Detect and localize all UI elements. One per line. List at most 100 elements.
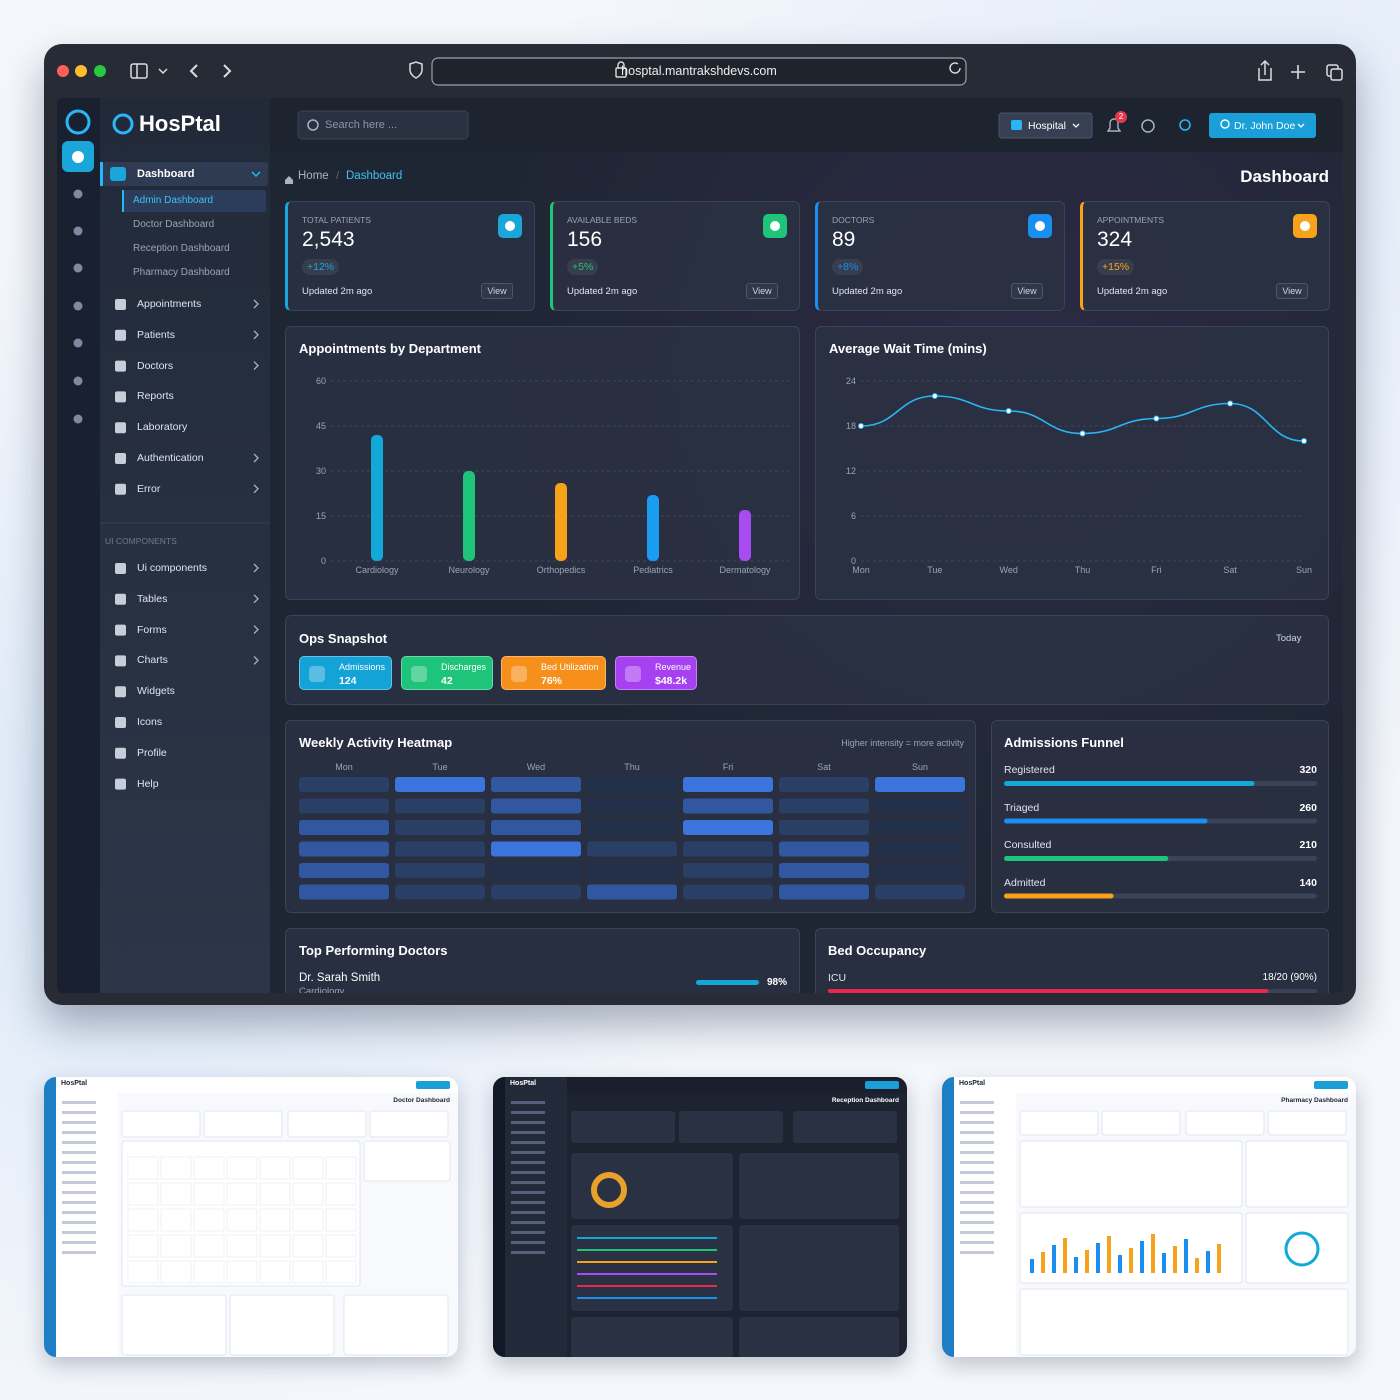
y-tick-label: 6	[851, 511, 856, 521]
preview-title: Reception Dashboard	[831, 1097, 899, 1104]
heat-cell	[491, 841, 581, 857]
preview-menu	[511, 1211, 545, 1214]
chevron	[253, 299, 259, 309]
preview-menu	[960, 1181, 994, 1184]
menu-item-active[interactable]: Dashboard	[137, 168, 195, 180]
ops-label: Revenue	[655, 662, 692, 672]
menu-icon	[115, 717, 126, 728]
home-icon	[285, 176, 293, 184]
breadcrumb-home[interactable]: Home	[298, 170, 329, 182]
preview-day	[160, 1260, 192, 1284]
ops-item[interactable]: Revenue $48.2k	[615, 656, 697, 690]
menu-item[interactable]: Forms	[137, 623, 167, 636]
submenu-item[interactable]: Reception Dashboard	[133, 243, 230, 254]
active-item-bar	[100, 162, 103, 186]
preview[interactable]: HosPtal Reception Dashboard	[493, 1077, 907, 1357]
menu-icon	[115, 686, 126, 698]
menu-item[interactable]: Charts	[137, 654, 168, 667]
submenu-item[interactable]: Admin Dashboard	[133, 195, 214, 206]
preview-menu	[62, 1161, 96, 1164]
preview-day	[292, 1208, 324, 1232]
menu-item[interactable]: Icons	[137, 716, 163, 728]
menu-item[interactable]: Laboratory	[137, 421, 188, 434]
ops-item[interactable]: Bed Utilization 76%	[501, 656, 606, 690]
menu-item[interactable]: Help	[137, 777, 159, 790]
preview-day	[127, 1208, 159, 1232]
preview-menu	[511, 1201, 545, 1204]
preview-menu	[511, 1141, 545, 1144]
stat-action[interactable]: View	[481, 283, 513, 299]
stat-action[interactable]: View	[746, 283, 778, 299]
heat-cell	[491, 798, 581, 814]
preview-card	[1185, 1110, 1265, 1136]
menu-item[interactable]: Patients	[137, 328, 175, 341]
menu-item[interactable]: Doctors	[137, 359, 174, 372]
rail-icon	[72, 151, 84, 163]
stat-card: DOCTORS 89 +8% Updated 2m ago View	[815, 201, 1065, 311]
heat-cell	[779, 841, 869, 857]
preview-card	[287, 1110, 367, 1138]
preview-menu	[960, 1211, 994, 1214]
page-title: Dashboard	[1240, 167, 1329, 186]
stage-name: Consulted	[1004, 839, 1052, 851]
menu-item[interactable]: Appointments	[137, 298, 202, 310]
preview[interactable]: HosPtal Doctor Dashboard	[44, 1077, 458, 1357]
notification-count[interactable]: 2	[1118, 112, 1124, 121]
heat-cell	[779, 884, 869, 900]
ops-icon	[309, 666, 325, 682]
heat-cell	[491, 777, 581, 792]
preview-sidebar	[505, 1077, 567, 1357]
heat-cell	[395, 841, 485, 857]
preview-bar	[1052, 1245, 1056, 1273]
preview-bar	[1030, 1259, 1034, 1273]
x-tick-label: Wed	[999, 565, 1017, 575]
ops-item[interactable]: Discharges 42	[401, 656, 493, 690]
preview-side-card	[363, 1140, 451, 1182]
menu-item[interactable]: Error	[137, 482, 161, 495]
search-input[interactable]: Search here ...	[325, 119, 398, 131]
heat-cell	[779, 863, 869, 878]
menu-icon	[115, 483, 126, 495]
heat-cell	[299, 863, 389, 878]
stat-action[interactable]: View	[1011, 283, 1043, 299]
preview[interactable]: HosPtal Pharmacy Dashboard	[942, 1077, 1356, 1357]
ops-value: $48.2k	[655, 675, 688, 687]
preview-progress	[577, 1261, 717, 1263]
browser-window: hosptal.mantrakshdevs.com HosPtal Dashboa…	[44, 44, 1356, 1005]
user[interactable]: Dr. John Doe	[1234, 120, 1296, 132]
stat-action[interactable]: View	[1276, 283, 1308, 299]
preview-brand: HosPtal	[61, 1080, 88, 1087]
selector[interactable]: Hospital	[1028, 120, 1066, 132]
preview-sidebar	[56, 1077, 118, 1357]
menu-item[interactable]: Widgets	[137, 685, 175, 698]
beds-card: Bed Occupancy ICU 18/20 (90%)	[815, 928, 1329, 993]
preview-day	[193, 1182, 225, 1206]
point	[858, 423, 864, 429]
heat-cell	[683, 841, 773, 857]
heat-cell	[683, 884, 773, 900]
ops-item[interactable]: Admissions 124	[299, 656, 392, 690]
submenu-item[interactable]: Doctor Dashboard	[133, 219, 215, 230]
menu-item[interactable]: Authentication	[137, 452, 204, 464]
menu-item[interactable]: Profile	[137, 746, 167, 759]
menu-item[interactable]: Reports	[137, 390, 174, 403]
menu-item[interactable]: Ui components	[137, 562, 208, 574]
rail-icon	[73, 376, 83, 386]
x-tick-label: Sun	[1296, 565, 1312, 575]
preview-card	[571, 1111, 675, 1143]
heat-cell	[875, 884, 965, 900]
submenu-item[interactable]: Pharmacy Dashboard	[133, 267, 230, 278]
chevron	[1072, 123, 1080, 128]
url[interactable]: hosptal.mantrakshdevs.com	[621, 64, 777, 78]
preview-menu	[511, 1111, 545, 1114]
preview-day	[226, 1182, 258, 1206]
menu-icon	[115, 593, 126, 605]
bar	[463, 471, 475, 561]
menu-item[interactable]: Tables	[137, 592, 168, 605]
stat-change: +15%	[1097, 259, 1135, 275]
preview-day	[160, 1156, 192, 1180]
submenu-active-bg	[124, 190, 266, 212]
preview-progress	[577, 1237, 717, 1239]
preview-menu	[960, 1111, 994, 1114]
